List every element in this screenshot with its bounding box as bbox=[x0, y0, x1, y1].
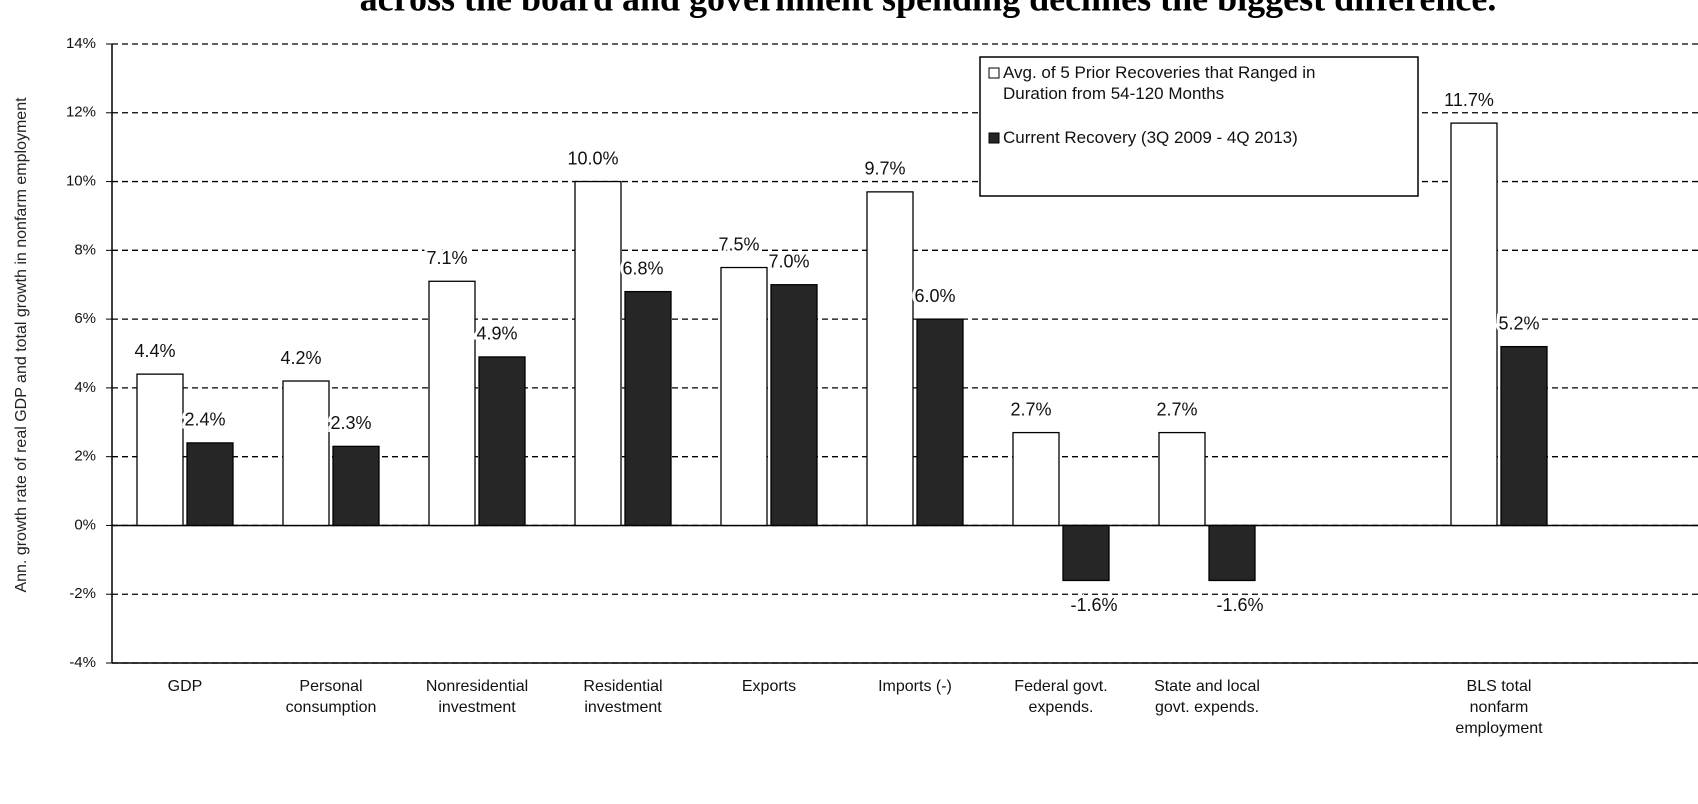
y-tick-label: 4% bbox=[74, 379, 96, 396]
x-tick-label: Residential investment bbox=[583, 678, 663, 716]
x-tick-label: Exports bbox=[741, 678, 797, 695]
bar bbox=[282, 380, 330, 527]
x-tick-label: GDP bbox=[167, 678, 203, 695]
bar bbox=[866, 191, 914, 527]
bar bbox=[1450, 122, 1498, 527]
bar bbox=[428, 280, 476, 527]
value-label: 7.1% bbox=[426, 248, 467, 268]
value-label: 7.0% bbox=[768, 251, 809, 271]
value-label: -1.6% bbox=[1216, 595, 1263, 615]
y-tick-label: -4% bbox=[69, 654, 96, 671]
value-label: 4.4% bbox=[134, 341, 175, 361]
bar bbox=[332, 445, 380, 527]
y-tick-label: 2% bbox=[74, 448, 96, 465]
y-axis-label: Ann. growth rate of real GDP and total g… bbox=[13, 97, 30, 593]
legend-label: Current Recovery (3Q 2009 - 4Q 2013) bbox=[1003, 128, 1298, 147]
bar bbox=[136, 373, 184, 527]
bar bbox=[1012, 431, 1060, 527]
value-label: 5.2% bbox=[1498, 313, 1539, 333]
x-tick-label: Personal consumption bbox=[285, 678, 377, 716]
bar bbox=[1208, 524, 1256, 582]
bar bbox=[1500, 345, 1548, 527]
legend-swatch bbox=[988, 67, 1000, 79]
y-tick-label: -2% bbox=[69, 585, 96, 602]
value-label: 2.7% bbox=[1156, 399, 1197, 419]
legend-label: Avg. of 5 Prior Recoveries that Ranged i… bbox=[1003, 63, 1316, 103]
bar bbox=[770, 284, 818, 527]
value-label: 2.7% bbox=[1010, 399, 1051, 419]
x-tick-label: BLS total nonfarm employment bbox=[1455, 678, 1543, 737]
bar bbox=[574, 180, 622, 527]
y-tick-label: 6% bbox=[74, 310, 96, 327]
bar bbox=[186, 442, 234, 527]
chart-title: across the board and government spending… bbox=[360, 0, 1497, 18]
y-tick-label: 12% bbox=[66, 104, 96, 121]
value-label: 2.3% bbox=[330, 413, 371, 433]
y-tick-label: 0% bbox=[74, 516, 96, 533]
x-tick-label: Federal govt. expends. bbox=[1014, 678, 1108, 716]
bar bbox=[624, 290, 672, 527]
value-label: 9.7% bbox=[864, 159, 905, 179]
bar bbox=[1062, 524, 1110, 582]
x-tick-label: State and local govt. expends. bbox=[1154, 678, 1260, 716]
y-tick-label: 8% bbox=[74, 241, 96, 258]
bar bbox=[1158, 431, 1206, 527]
bar bbox=[916, 318, 964, 527]
x-tick-label: Nonresidential investment bbox=[425, 678, 529, 716]
value-label: 7.5% bbox=[718, 234, 759, 254]
value-label: 10.0% bbox=[567, 148, 618, 168]
bar bbox=[478, 356, 526, 527]
value-label: 2.4% bbox=[184, 410, 225, 430]
value-label: 4.9% bbox=[476, 324, 517, 344]
legend-swatch bbox=[988, 132, 1000, 144]
bar bbox=[720, 266, 768, 527]
value-label: -1.6% bbox=[1070, 595, 1117, 615]
value-label: 6.8% bbox=[622, 258, 663, 278]
value-label: 4.2% bbox=[280, 348, 321, 368]
x-tick-label: Imports (-) bbox=[878, 678, 952, 695]
y-tick-label: 14% bbox=[66, 35, 96, 52]
legend-box bbox=[979, 56, 1419, 197]
y-tick-label: 10% bbox=[66, 173, 96, 190]
value-label: 6.0% bbox=[914, 286, 955, 306]
value-label: 11.7% bbox=[1444, 90, 1494, 110]
